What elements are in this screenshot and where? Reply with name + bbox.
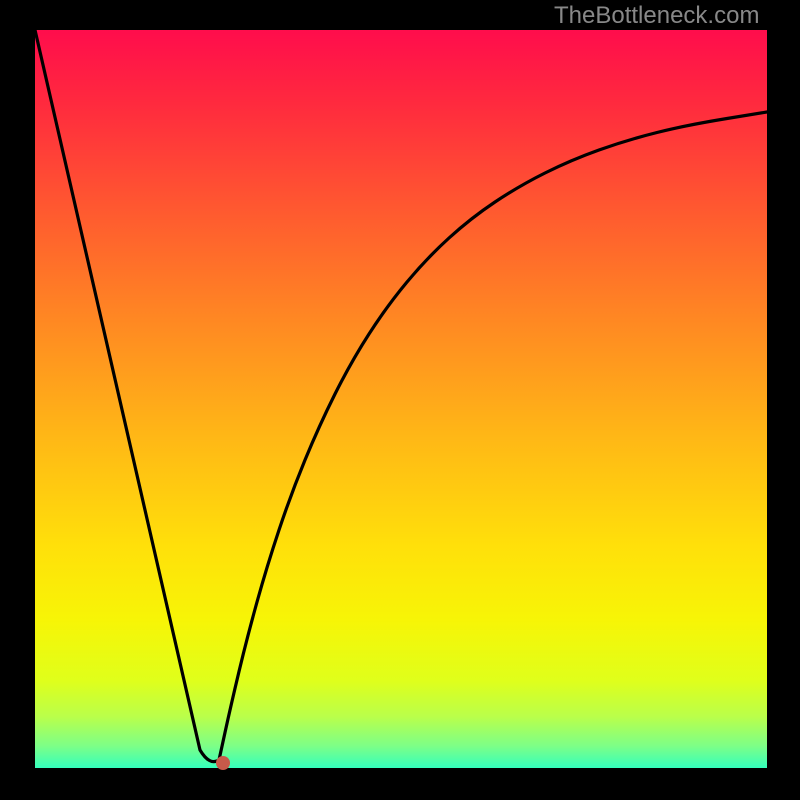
- chart-svg: [35, 30, 767, 768]
- chart-frame: TheBottleneck.com: [0, 0, 800, 800]
- watermark-text: TheBottleneck.com: [554, 2, 759, 30]
- plot-area: [35, 30, 767, 768]
- gradient-background: [35, 30, 767, 768]
- optimal-point-marker: [216, 756, 230, 770]
